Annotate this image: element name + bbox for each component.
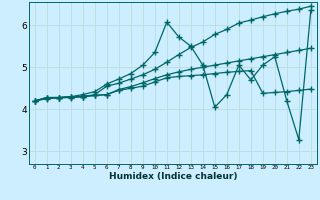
- X-axis label: Humidex (Indice chaleur): Humidex (Indice chaleur): [108, 172, 237, 181]
